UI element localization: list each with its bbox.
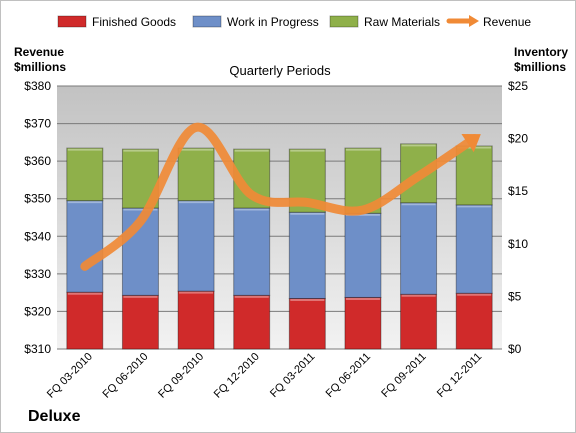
bars	[66, 143, 493, 350]
left-tick-label: $330	[24, 267, 51, 281]
bar-work-in-progress	[233, 207, 271, 296]
bar-finished-goods	[288, 298, 326, 350]
right-tick-label: $20	[508, 132, 528, 146]
left-tick-label: $320	[24, 304, 51, 318]
left-tick-label: $360	[24, 154, 51, 168]
bar-raw-materials	[66, 147, 104, 202]
left-axis-label-line2: $millions	[14, 60, 66, 74]
left-axis-label-line1: Revenue	[14, 45, 64, 59]
legend-swatch-raw-materials	[329, 15, 359, 28]
bar-work-in-progress	[455, 204, 493, 294]
bar-work-in-progress	[400, 202, 438, 295]
bar-finished-goods	[233, 294, 271, 350]
left-tick-label: $370	[24, 117, 51, 131]
bar-work-in-progress	[66, 200, 104, 293]
right-tick-label: $25	[508, 79, 528, 93]
right-tick-label: $5	[508, 289, 522, 303]
legend-label-finished-goods: Finished Goods	[92, 15, 176, 29]
left-tick-label: $310	[24, 342, 51, 356]
bar-work-in-progress	[177, 200, 215, 292]
left-tick-label: $340	[24, 229, 51, 243]
left-tick-label: $350	[24, 192, 51, 206]
bar-raw-materials	[177, 147, 215, 202]
left-axis-ticks: $310 $320 $330 $340 $350 $360 $370 $380	[24, 79, 51, 356]
bar-finished-goods	[177, 290, 215, 350]
legend-swatch-work-in-progress	[192, 15, 222, 28]
revenue-line	[80, 122, 481, 271]
legend: Finished Goods Work in Progress Raw Materi…	[57, 15, 531, 29]
legend-label-raw-materials: Raw Materials	[364, 15, 440, 29]
revenue-line-path	[80, 122, 479, 271]
right-axis-label-line1: Inventory	[514, 45, 568, 59]
bar-raw-materials	[455, 145, 493, 206]
right-tick-label: $15	[508, 184, 528, 198]
revenue-arrowhead	[461, 133, 481, 153]
bar-finished-goods	[455, 292, 493, 350]
bar-work-in-progress	[344, 212, 382, 298]
legend-label-work-in-progress: Work in Progress	[227, 15, 319, 29]
bar-finished-goods	[400, 293, 438, 350]
right-tick-label: $0	[508, 342, 522, 356]
chart-title: Quarterly Periods	[229, 63, 331, 78]
legend-swatch-finished-goods	[57, 15, 87, 28]
left-tick-label: $380	[24, 79, 51, 93]
legend-label-revenue: Revenue	[483, 15, 531, 29]
right-axis-ticks: $0 $5 $10 $15 $20 $25	[508, 79, 528, 356]
bar-finished-goods	[121, 294, 159, 350]
company-name: Deluxe	[28, 408, 81, 425]
bar-finished-goods	[66, 291, 104, 350]
right-tick-label: $10	[508, 237, 528, 251]
right-axis-label-line2: $millions	[514, 60, 566, 74]
bar-finished-goods	[344, 296, 382, 350]
bar-work-in-progress	[288, 211, 326, 300]
legend-arrow-revenue	[469, 15, 479, 27]
